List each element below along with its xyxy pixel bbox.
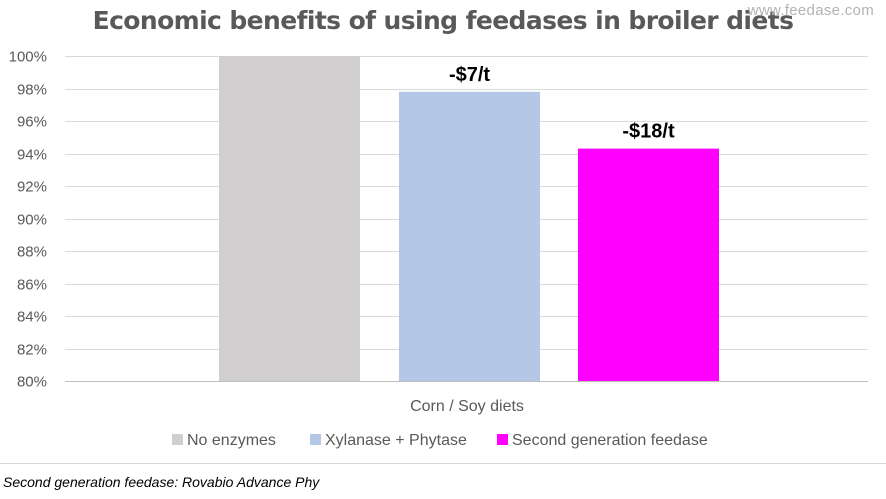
y-tick-label: 86% bbox=[17, 277, 47, 294]
y-tick-label: 100% bbox=[9, 49, 47, 66]
x-category-label: Corn / Soy diets bbox=[410, 398, 524, 415]
y-tick-label: 80% bbox=[17, 374, 47, 391]
legend-label: No enzymes bbox=[187, 432, 276, 449]
chart-title: Economic benefits of using feedases in b… bbox=[92, 6, 794, 35]
footnote: Second generation feedase: Rovabio Advan… bbox=[3, 474, 320, 490]
legend-swatch bbox=[172, 434, 183, 445]
data-label: -$7/t bbox=[449, 64, 490, 86]
bars bbox=[219, 56, 719, 381]
y-tick-label: 84% bbox=[17, 309, 47, 326]
y-tick-label: 96% bbox=[17, 114, 47, 131]
y-tick-label: 98% bbox=[17, 82, 47, 99]
legend-swatch bbox=[310, 434, 321, 445]
data-labels: -$7/t -$18/t bbox=[449, 64, 675, 143]
legend-label: Xylanase + Phytase bbox=[325, 432, 467, 449]
legend: No enzymes Xylanase + Phytase Second gener… bbox=[172, 432, 708, 449]
footnote-divider bbox=[0, 463, 886, 464]
bar bbox=[399, 91, 540, 381]
data-label: -$18/t bbox=[622, 121, 675, 143]
legend-swatch bbox=[497, 434, 508, 445]
y-tick-label: 82% bbox=[17, 342, 47, 359]
axes: 80% 82% 84% 86% 88% 90% 92% 94% 96% 98% 100% Corn /… bbox=[9, 49, 868, 415]
bar bbox=[578, 148, 719, 381]
legend-label: Second generation feedase bbox=[512, 432, 708, 449]
y-tick-label: 88% bbox=[17, 244, 47, 261]
y-tick-label: 92% bbox=[17, 179, 47, 196]
bar bbox=[219, 56, 360, 381]
watermark: www.feedase.com bbox=[747, 2, 874, 19]
y-tick-label: 94% bbox=[17, 147, 47, 164]
y-tick-label: 90% bbox=[17, 212, 47, 229]
